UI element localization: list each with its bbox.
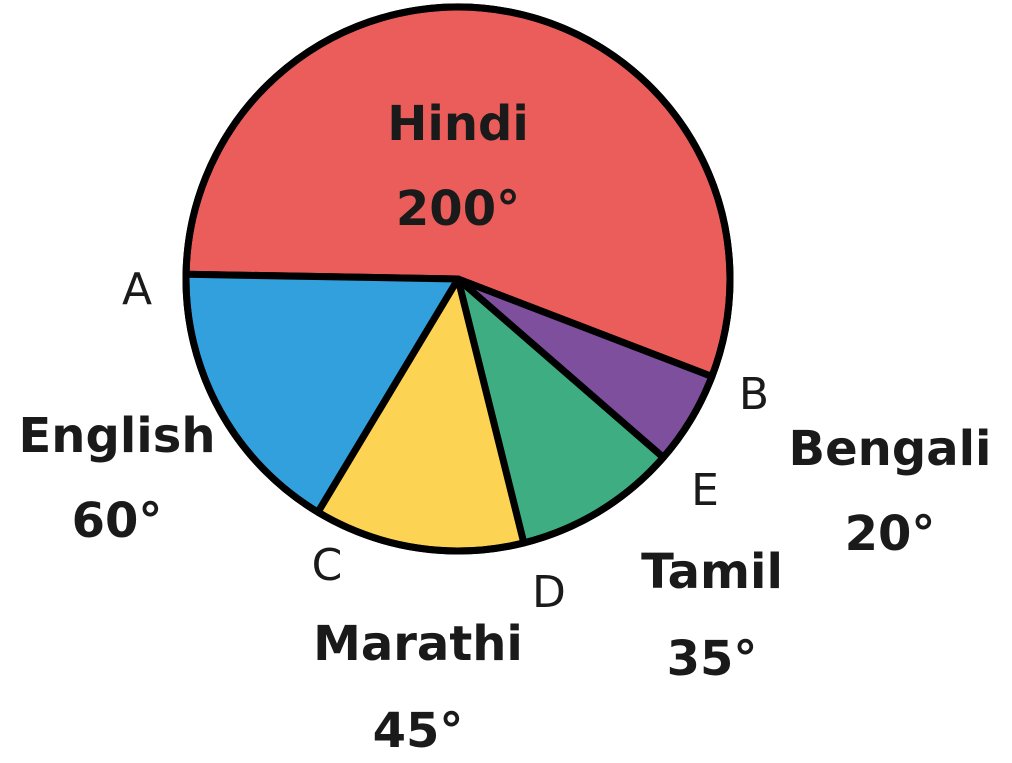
slice-value-tamil: 35°	[667, 631, 758, 687]
labels-layer: Hindi 200° Bengali 20° Tamil 35° Marathi 45° Eng…	[19, 96, 992, 759]
slice-value-hindi: 200°	[396, 181, 520, 237]
point-label-d: D	[532, 567, 566, 618]
slice-label-tamil: Tamil	[641, 544, 783, 600]
points-layer: A B C D E	[122, 264, 769, 618]
point-label-c: C	[312, 540, 343, 591]
slice-label-bengali: Bengali	[789, 421, 992, 477]
pie-outline	[182, 3, 734, 555]
slice-label-hindi: Hindi	[387, 96, 529, 152]
slice-value-bengali: 20°	[845, 506, 936, 562]
point-label-e: E	[691, 465, 719, 516]
slice-value-english: 60°	[72, 493, 163, 549]
slice-label-english: English	[19, 408, 216, 464]
slice-label-marathi: Marathi	[313, 616, 523, 672]
point-label-b: B	[739, 369, 769, 420]
point-label-a: A	[122, 264, 152, 315]
slice-value-marathi: 45°	[373, 703, 464, 759]
